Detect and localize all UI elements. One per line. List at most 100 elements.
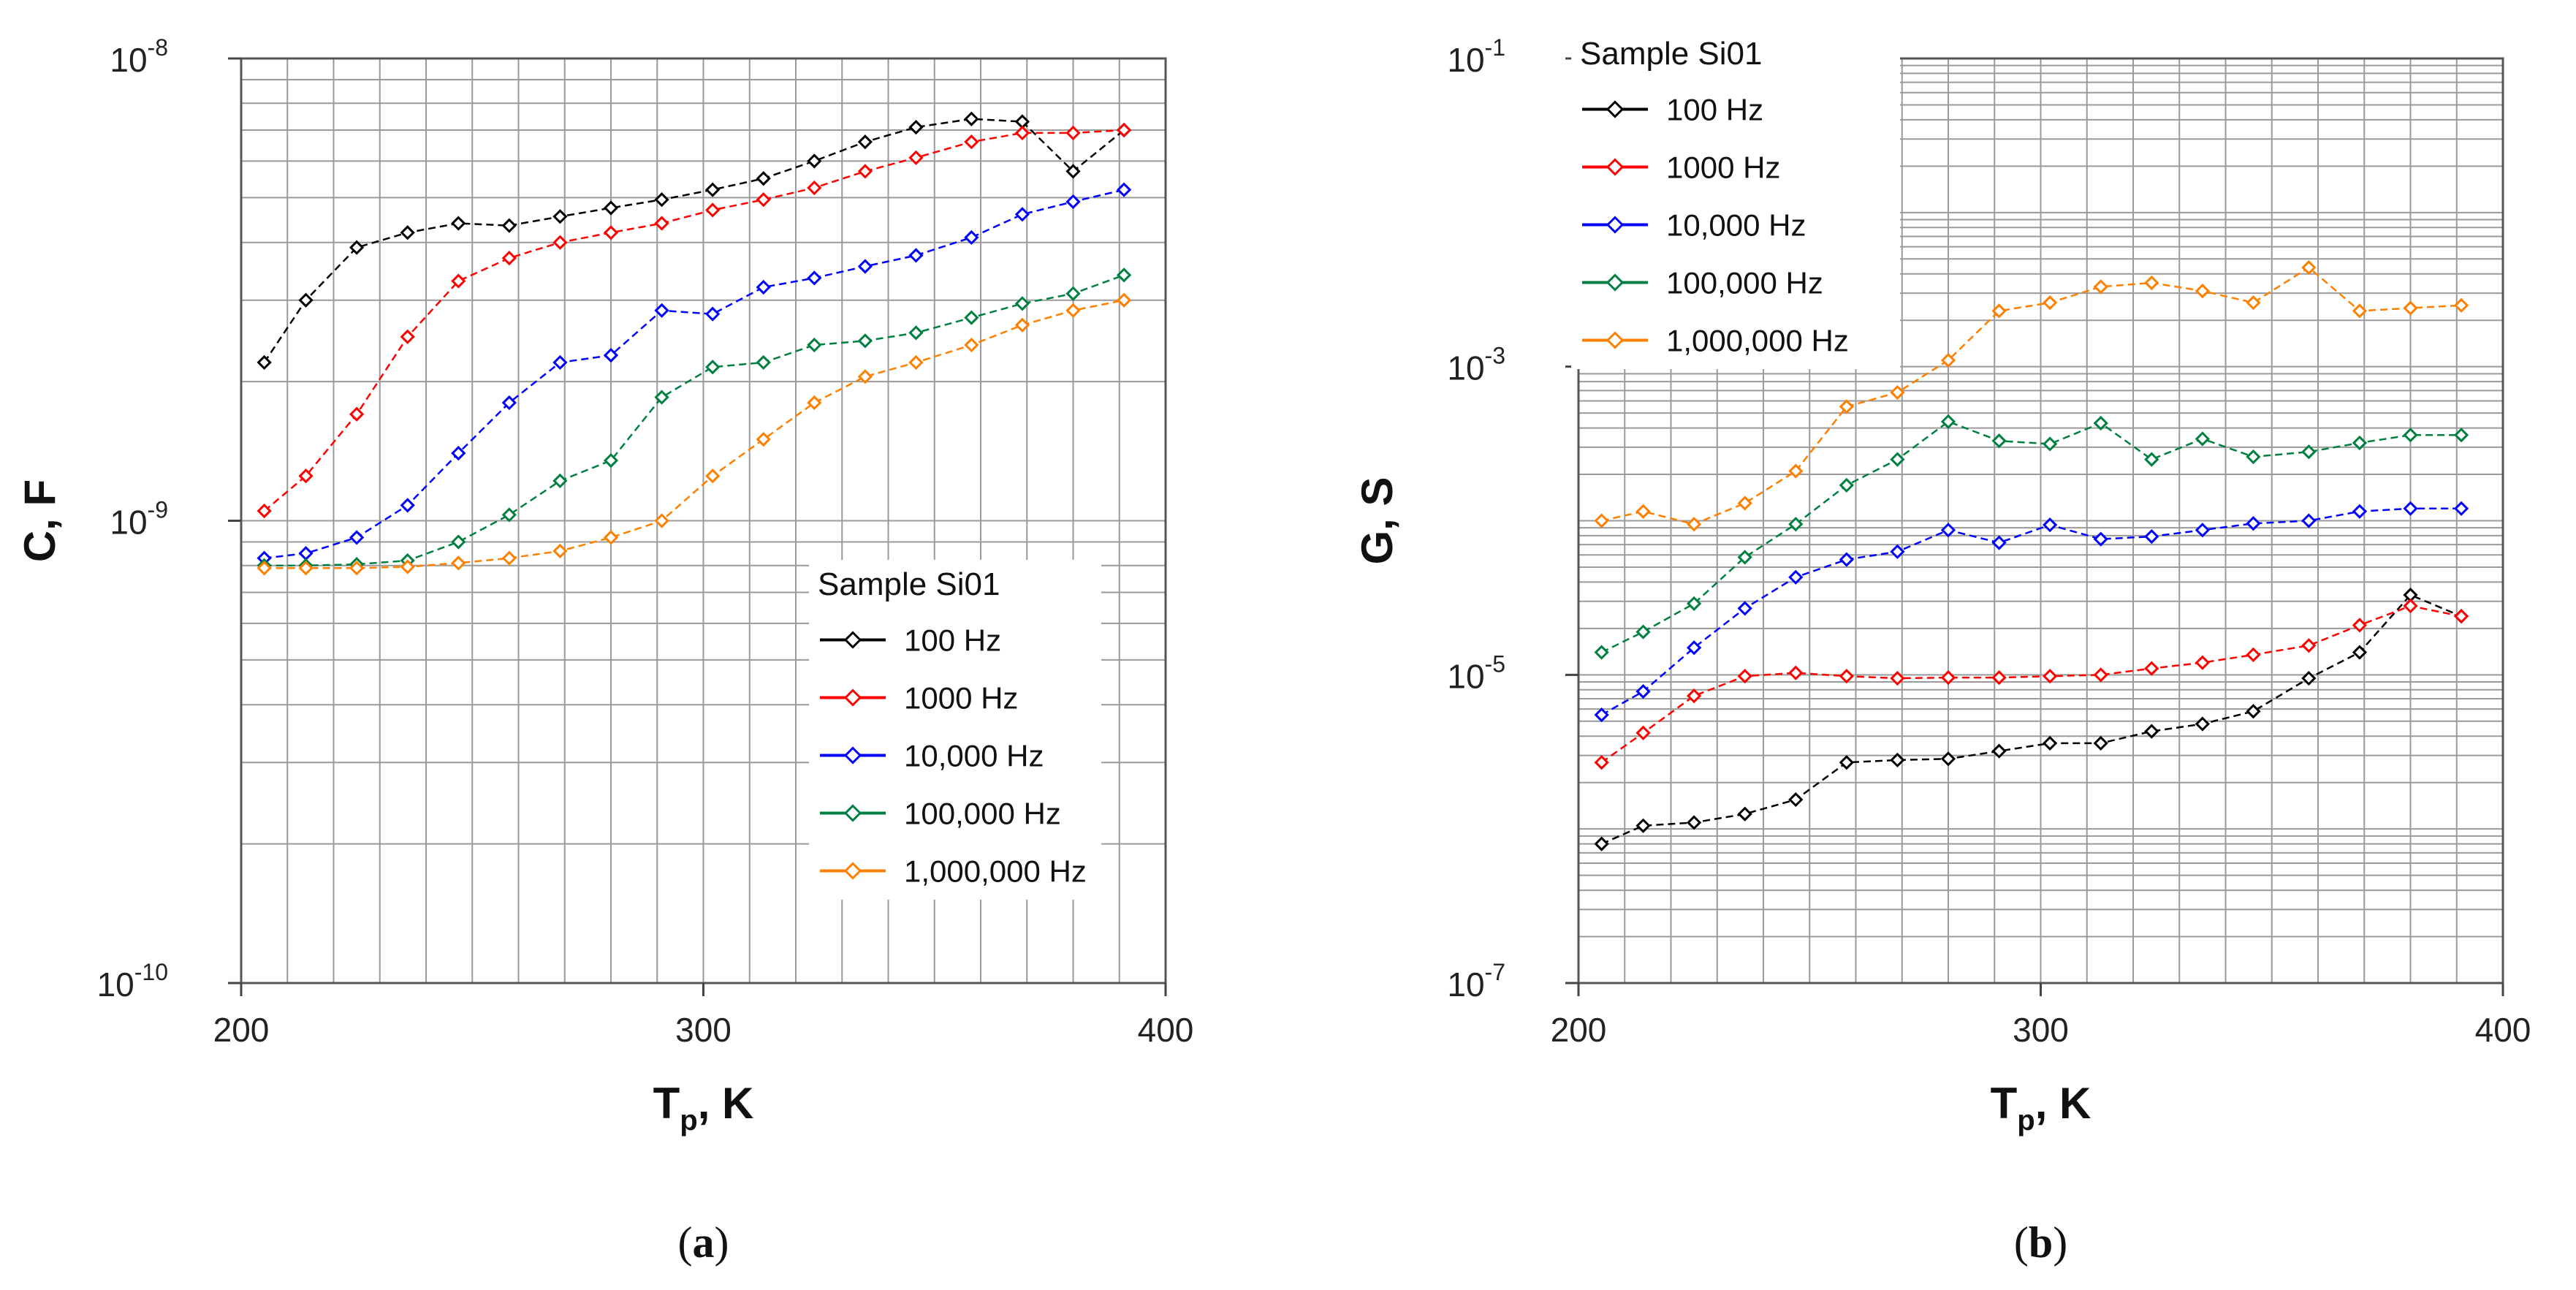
data-point bbox=[1839, 552, 1854, 567]
y-tick-label: 10-1 bbox=[1447, 34, 1505, 79]
data-point bbox=[857, 333, 873, 349]
data-point bbox=[2144, 275, 2159, 291]
legend-entry: 1,000,000 Hz bbox=[1582, 324, 1849, 358]
data-point bbox=[705, 468, 721, 484]
data-point bbox=[451, 216, 466, 231]
data-point bbox=[1940, 414, 1956, 429]
series-5 bbox=[257, 292, 1132, 576]
y-tick-base: 10 bbox=[110, 504, 147, 542]
x-tick-label: 400 bbox=[1138, 1011, 1194, 1049]
series-line bbox=[1601, 420, 2462, 653]
series-line bbox=[263, 118, 1125, 363]
data-point bbox=[964, 111, 979, 126]
legend-swatch-marker bbox=[843, 746, 862, 764]
data-point bbox=[964, 337, 979, 353]
data-point bbox=[1014, 125, 1030, 141]
series-line bbox=[264, 189, 1125, 559]
data-point bbox=[857, 369, 873, 384]
data-point bbox=[908, 354, 924, 371]
data-point bbox=[400, 329, 415, 344]
data-point bbox=[1890, 384, 1905, 401]
data-point bbox=[1014, 207, 1030, 222]
data-point bbox=[2301, 638, 2317, 653]
data-point bbox=[2043, 517, 2058, 533]
legend-label: 100 Hz bbox=[1666, 93, 1763, 127]
data-point bbox=[2403, 598, 2418, 614]
y-tick-label: 10-5 bbox=[1447, 650, 1505, 695]
data-point bbox=[1065, 194, 1081, 210]
data-point bbox=[705, 182, 721, 197]
data-point bbox=[603, 347, 619, 363]
x-axis-title: Tp, K bbox=[1991, 1079, 2091, 1137]
data-point bbox=[756, 279, 771, 295]
legend-entry: 1000 Hz bbox=[820, 681, 1018, 716]
data-point bbox=[2195, 283, 2210, 299]
data-point bbox=[501, 250, 517, 266]
data-point bbox=[2043, 295, 2058, 311]
data-point bbox=[807, 395, 822, 411]
data-point bbox=[1687, 596, 1702, 611]
data-point bbox=[1890, 670, 1905, 686]
data-point bbox=[1737, 601, 1752, 616]
data-point bbox=[1991, 535, 2007, 550]
x-axis-title-unit: , K bbox=[698, 1079, 754, 1128]
series-line bbox=[264, 299, 1125, 569]
x-axis-title-main: T bbox=[653, 1079, 680, 1128]
legend-entry: 1000 Hz bbox=[1582, 151, 1780, 185]
data-point bbox=[1788, 665, 1804, 680]
data-point bbox=[2301, 513, 2317, 528]
legend-swatch-marker bbox=[1606, 331, 1625, 349]
data-point bbox=[349, 406, 365, 422]
data-point bbox=[2453, 428, 2469, 443]
data-point bbox=[2246, 449, 2261, 465]
panel-label: (a) bbox=[678, 1218, 729, 1267]
data-point bbox=[756, 171, 771, 186]
y-tick-exponent: -7 bbox=[1485, 959, 1505, 985]
data-point bbox=[1940, 523, 1956, 538]
data-point bbox=[1940, 669, 1956, 686]
legend-swatch-marker bbox=[843, 862, 862, 880]
data-point bbox=[2144, 724, 2159, 739]
data-point bbox=[400, 559, 415, 574]
legend: Sample Si01 100 Hz 1000 Hz 10,000 Hz 100,000… bbox=[809, 560, 1101, 900]
data-point bbox=[2043, 735, 2058, 751]
data-point bbox=[1737, 669, 1752, 684]
data-point bbox=[603, 530, 619, 545]
legend-entry: 100 Hz bbox=[820, 623, 1001, 658]
data-point bbox=[1991, 743, 2007, 759]
y-tick-label: 10-3 bbox=[1447, 343, 1505, 387]
data-point bbox=[552, 235, 568, 250]
data-point bbox=[705, 202, 721, 218]
data-point bbox=[1594, 645, 1609, 660]
legend-swatch-marker bbox=[843, 631, 862, 649]
data-point bbox=[1788, 792, 1804, 808]
x-axis-title-subscript: p bbox=[2017, 1104, 2034, 1137]
data-point bbox=[552, 473, 568, 488]
panel-label: (b) bbox=[2014, 1218, 2067, 1267]
data-point bbox=[1594, 755, 1609, 770]
x-tick-label: 300 bbox=[2013, 1011, 2069, 1049]
data-point bbox=[908, 248, 924, 263]
y-tick-exponent: -10 bbox=[134, 959, 168, 985]
series-1 bbox=[1594, 587, 2469, 851]
data-point bbox=[501, 550, 517, 566]
data-point bbox=[964, 310, 979, 325]
data-point bbox=[908, 325, 924, 341]
data-point bbox=[807, 337, 822, 353]
legend-swatch-marker bbox=[1606, 216, 1625, 234]
data-point bbox=[2195, 655, 2210, 670]
data-point bbox=[298, 468, 314, 484]
y-tick-label: 10-10 bbox=[97, 959, 168, 1003]
data-point bbox=[2403, 501, 2418, 516]
data-point bbox=[2352, 618, 2368, 633]
x-tick-label: 300 bbox=[675, 1011, 732, 1049]
x-axis-title-subscript: p bbox=[680, 1104, 697, 1137]
x-tick-label: 200 bbox=[213, 1011, 270, 1049]
data-point bbox=[756, 354, 771, 371]
data-point bbox=[1788, 517, 1804, 532]
series-line bbox=[1600, 604, 2462, 764]
data-point bbox=[298, 546, 314, 561]
series-1 bbox=[257, 111, 1132, 371]
data-point bbox=[400, 498, 415, 513]
